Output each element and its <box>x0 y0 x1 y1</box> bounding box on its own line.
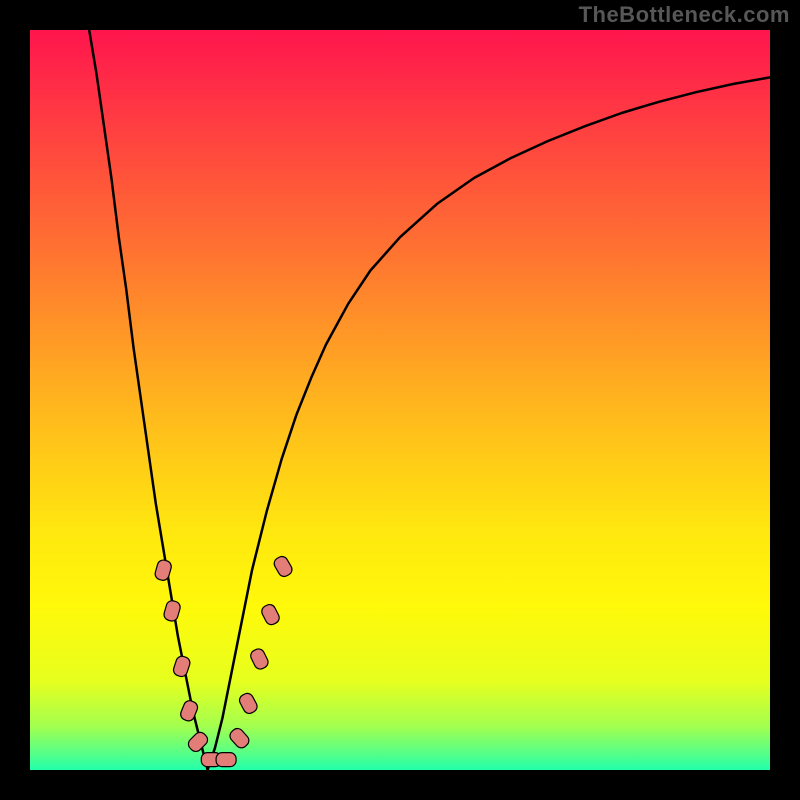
watermark: TheBottleneck.com <box>579 2 790 28</box>
marker <box>216 753 236 767</box>
chart-wrapper: TheBottleneck.com <box>0 0 800 800</box>
plot-area <box>30 30 770 770</box>
bottleneck-svg <box>30 30 770 770</box>
